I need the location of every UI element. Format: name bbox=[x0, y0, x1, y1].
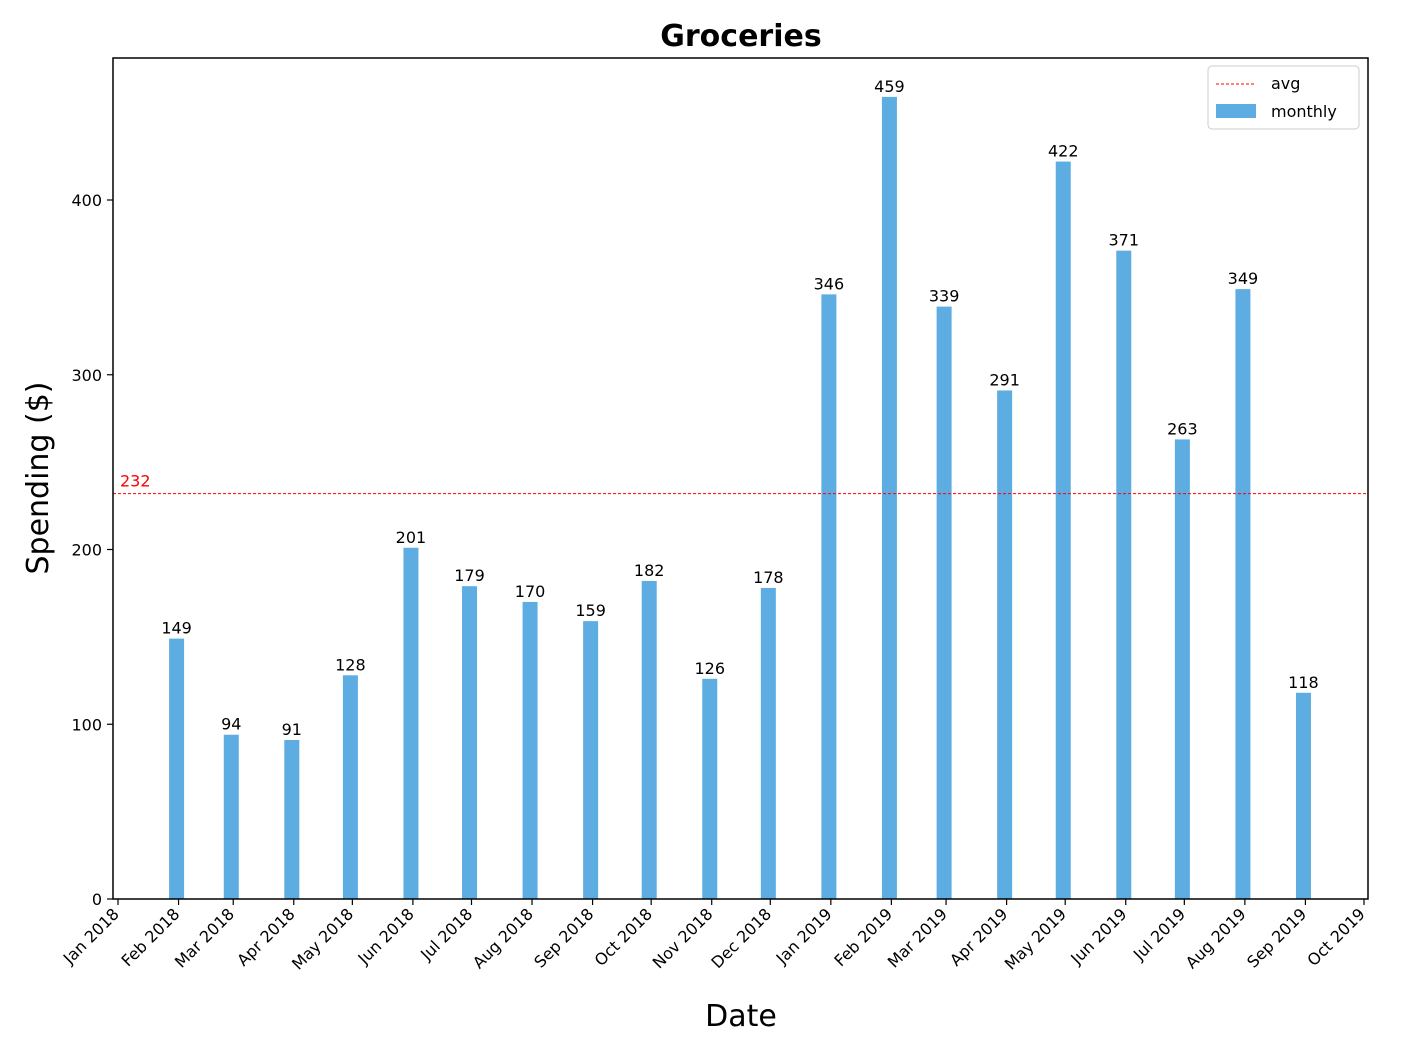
y-tick-label: 0 bbox=[92, 890, 102, 909]
bar bbox=[1235, 289, 1251, 899]
data-label: 179 bbox=[454, 566, 485, 585]
bar bbox=[522, 601, 538, 899]
bar bbox=[1116, 250, 1132, 900]
bar bbox=[284, 739, 300, 899]
chart-title: Groceries bbox=[660, 19, 821, 54]
y-axis: 0 100 200 300 400 bbox=[71, 191, 113, 909]
legend-monthly-swatch bbox=[1216, 104, 1256, 118]
legend-monthly-label: monthly bbox=[1271, 102, 1337, 121]
avg-layer: 232 bbox=[113, 472, 1368, 495]
bar bbox=[821, 294, 837, 899]
x-tick-label: Nov 2018 bbox=[649, 904, 717, 972]
data-label: 159 bbox=[575, 601, 606, 620]
x-tick-label: Aug 2019 bbox=[1182, 904, 1250, 972]
data-label: 128 bbox=[335, 655, 366, 674]
bar bbox=[403, 547, 419, 899]
y-tick-label: 100 bbox=[71, 715, 102, 734]
bar bbox=[641, 580, 657, 899]
x-tick-label: Sep 2019 bbox=[1243, 904, 1310, 971]
x-tick-label: Aug 2018 bbox=[469, 904, 537, 972]
data-label: 339 bbox=[929, 287, 960, 306]
data-label: 182 bbox=[634, 561, 665, 580]
y-axis-title: Spending ($) bbox=[21, 381, 56, 574]
data-label: 178 bbox=[753, 568, 784, 587]
x-tick-label: May 2019 bbox=[1001, 904, 1070, 973]
x-tick-label: Jun 2019 bbox=[1066, 904, 1130, 968]
bar bbox=[936, 306, 952, 899]
x-tick-label: Jul 2019 bbox=[1129, 904, 1189, 964]
x-tick-label: Jan 2019 bbox=[772, 904, 836, 968]
x-tick-label: Jun 2018 bbox=[354, 904, 418, 968]
x-tick-label: Mar 2018 bbox=[171, 904, 238, 971]
data-label: 118 bbox=[1288, 673, 1319, 692]
bars-layer bbox=[169, 96, 1311, 900]
data-label: 459 bbox=[874, 77, 905, 96]
y-tick-label: 200 bbox=[71, 541, 102, 560]
bar bbox=[702, 678, 718, 899]
bar bbox=[881, 96, 897, 899]
data-label: 346 bbox=[814, 274, 845, 293]
avg-value-label: 232 bbox=[120, 472, 151, 491]
bar bbox=[462, 586, 478, 899]
bar bbox=[760, 587, 776, 899]
data-label: 263 bbox=[1167, 419, 1198, 438]
data-label: 94 bbox=[221, 715, 241, 734]
bar bbox=[583, 621, 599, 899]
x-tick-label: Dec 2018 bbox=[707, 904, 775, 972]
x-tick-label: Oct 2019 bbox=[1303, 904, 1368, 969]
bar bbox=[1055, 161, 1071, 899]
x-tick-label: Sep 2018 bbox=[530, 904, 597, 971]
bar bbox=[1295, 692, 1311, 899]
y-tick-label: 400 bbox=[71, 191, 102, 210]
data-label: 422 bbox=[1048, 142, 1079, 161]
x-axis-title: Date bbox=[705, 999, 777, 1034]
data-labels-layer: 149 94 91 128 201 179 170 159 182 126 178 346 459 339… bbox=[161, 77, 1318, 739]
data-label: 126 bbox=[694, 659, 725, 678]
x-tick-label: Oct 2018 bbox=[591, 904, 656, 969]
data-label: 291 bbox=[989, 370, 1020, 389]
y-tick-label: 300 bbox=[71, 366, 102, 385]
bar bbox=[997, 390, 1013, 899]
data-label: 170 bbox=[515, 582, 546, 601]
bar bbox=[342, 675, 358, 899]
bar bbox=[223, 734, 239, 899]
bar bbox=[1174, 439, 1190, 899]
x-tick-label: Jan 2018 bbox=[59, 904, 123, 968]
data-label: 149 bbox=[161, 619, 192, 638]
x-tick-label: Mar 2019 bbox=[884, 904, 951, 971]
plot-frame bbox=[112, 57, 1369, 900]
data-label: 91 bbox=[282, 720, 302, 739]
data-label: 371 bbox=[1109, 231, 1140, 250]
bar bbox=[169, 638, 185, 899]
legend-avg-label: avg bbox=[1271, 74, 1300, 93]
data-label: 201 bbox=[396, 528, 427, 547]
legend: avg monthly bbox=[1207, 65, 1360, 130]
x-tick-label: Jul 2018 bbox=[416, 904, 476, 964]
x-tick-label: May 2018 bbox=[288, 904, 357, 973]
data-label: 349 bbox=[1228, 269, 1259, 288]
